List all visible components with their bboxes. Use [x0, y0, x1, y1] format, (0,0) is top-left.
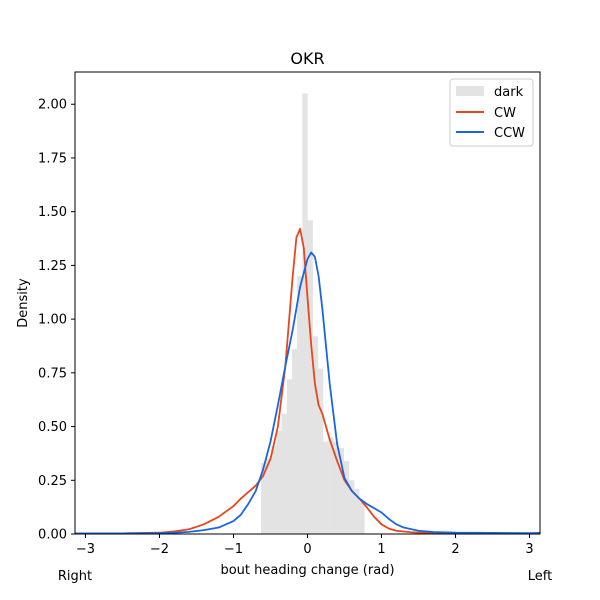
histogram-bar	[328, 437, 334, 534]
histogram-bar	[343, 460, 350, 534]
series-line-ccw	[75, 251, 540, 535]
annotation-left: Left	[528, 569, 552, 584]
histogram-bar	[348, 480, 355, 534]
histogram-bar	[333, 441, 339, 534]
histogram-bar	[271, 445, 277, 534]
y-tick-label: 0.50	[38, 420, 67, 435]
y-tick-label: 0.00	[38, 528, 67, 543]
x-tick-label: 0	[303, 542, 311, 557]
x-tick-label: −1	[224, 542, 243, 557]
x-tick-label: −2	[150, 542, 169, 557]
y-tick-label: 1.25	[38, 259, 67, 274]
series-line-cw	[75, 227, 540, 535]
histogram-bar	[359, 501, 365, 534]
y-axis-ticks: 0.00 0.25 0.50 0.75 1.00 1.25 1.50 1.75 2.00	[38, 98, 75, 543]
legend-label-cw: CW	[494, 106, 516, 121]
chart-title: OKR	[290, 49, 324, 68]
y-tick-label: 0.75	[38, 366, 67, 381]
x-axis-label: bout heading change (rad)	[220, 563, 394, 578]
histogram-bar	[322, 441, 329, 534]
x-tick-label: 2	[451, 542, 459, 557]
x-tick-label: 3	[525, 542, 533, 557]
histogram-bar	[338, 448, 344, 534]
y-tick-label: 1.75	[38, 151, 67, 166]
legend-label-ccw: CCW	[494, 126, 525, 141]
histogram-bar	[297, 276, 303, 534]
y-axis-label: Density	[16, 278, 31, 328]
y-tick-label: 1.50	[38, 205, 67, 220]
histogram-bar	[266, 458, 272, 534]
density-lines	[75, 227, 540, 535]
histogram-bar	[307, 220, 313, 534]
y-tick-label: 0.25	[38, 474, 67, 489]
x-axis-ticks: −3 −2 −1 0 1 2 3	[76, 534, 534, 557]
annotation-right: Right	[58, 569, 92, 584]
legend-swatch-dark	[456, 86, 484, 96]
legend-label-dark: dark	[494, 85, 524, 100]
histogram-bar	[276, 430, 282, 534]
histogram-bar	[281, 413, 288, 534]
histogram-bars	[261, 93, 541, 534]
histogram-bar	[286, 379, 293, 534]
x-tick-label: −3	[76, 542, 95, 557]
y-tick-label: 1.00	[38, 313, 67, 328]
histogram-bar	[317, 368, 324, 534]
histogram-bar	[261, 463, 267, 534]
histogram-bar	[292, 349, 298, 534]
x-tick-label: 1	[377, 542, 385, 557]
histogram-bar	[312, 336, 319, 534]
histogram-bar	[353, 488, 360, 534]
histogram-bar	[302, 93, 308, 534]
legend: dark CW CCW	[449, 78, 534, 147]
y-tick-label: 2.00	[38, 98, 67, 113]
